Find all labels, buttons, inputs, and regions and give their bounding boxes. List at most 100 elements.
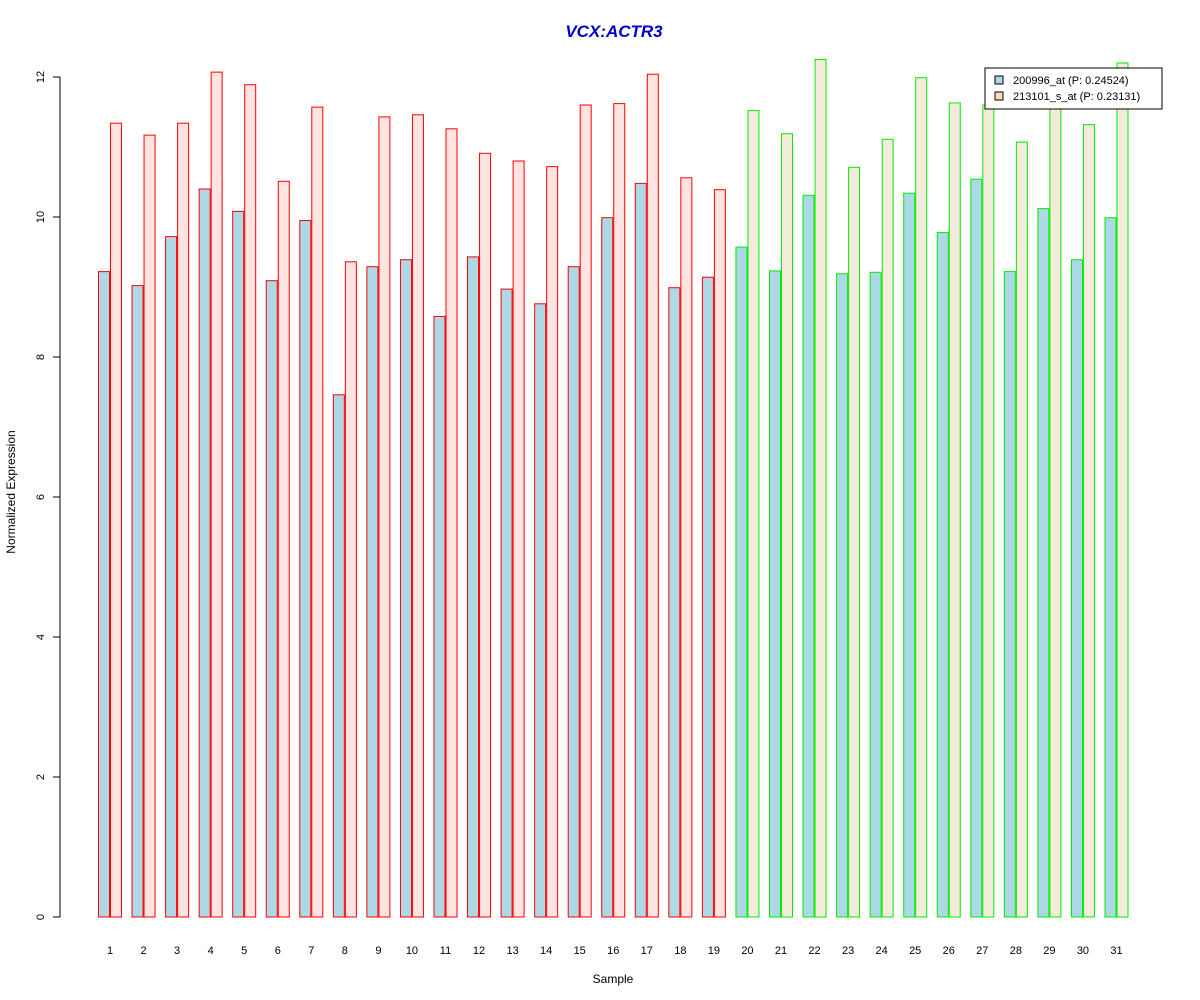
bar-213101_s_at (210, 71, 223, 918)
x-tick-label: 16 (607, 945, 619, 957)
legend: 200996_at (P: 0.24524) 213101_s_at (P: 0… (984, 67, 1163, 110)
y-axis-label: Normalized Expression (4, 430, 18, 553)
bar-200996_at (332, 394, 345, 918)
x-tick-label: 29 (1043, 945, 1055, 957)
x-tick-label: 27 (976, 945, 988, 957)
bar-213101_s_at (1116, 62, 1129, 918)
bar-213101_s_at (982, 104, 995, 918)
x-tick-label: 13 (506, 945, 518, 957)
bar-213101_s_at (1082, 124, 1095, 918)
chart-title: VCX:ACTR3 (565, 22, 663, 41)
x-tick-label: 7 (308, 945, 314, 957)
bar-200996_at (198, 188, 211, 918)
x-tick-label: 19 (708, 945, 720, 957)
bars-group (98, 59, 1129, 918)
bar-200996_at (1104, 217, 1117, 918)
bar-213101_s_at (948, 102, 961, 918)
x-tick-label: 3 (174, 945, 180, 957)
x-tick-label: 28 (1010, 945, 1022, 957)
bar-200996_at (232, 210, 245, 918)
bar-213101_s_at (110, 122, 122, 918)
x-tick-label: 9 (375, 945, 381, 957)
y-tick-label: 8 (35, 354, 47, 360)
x-tick-label: 24 (876, 945, 888, 957)
x-tick-label: 31 (1110, 945, 1122, 957)
bar-200996_at (534, 303, 547, 918)
bar-200996_at (265, 280, 278, 918)
y-tick-label: 12 (35, 71, 47, 83)
x-tick-label: 10 (406, 945, 418, 957)
bar-213101_s_at (244, 84, 257, 918)
bar-213101_s_at (512, 160, 525, 918)
bar-200996_at (500, 288, 513, 918)
x-tick-label: 14 (540, 945, 552, 957)
bar-200996_at (567, 266, 580, 918)
x-tick-label: 8 (342, 945, 348, 957)
bar-213101_s_at (814, 59, 827, 918)
bar-213101_s_at (713, 189, 726, 918)
x-axis-label: Sample (593, 972, 634, 986)
y-tick-label: 6 (35, 494, 47, 500)
legend-swatch-series-1 (994, 75, 1004, 85)
legend-swatch-series-2 (994, 91, 1004, 101)
bar-213101_s_at (546, 166, 559, 918)
y-tick-label: 4 (35, 634, 47, 640)
bar-200996_at (634, 182, 647, 918)
bar-213101_s_at (747, 110, 760, 918)
x-tick-label: 21 (775, 945, 787, 957)
bar-213101_s_at (680, 177, 693, 918)
legend-box (984, 67, 1163, 110)
bar-200996_at (366, 266, 379, 918)
x-tick-label: 22 (808, 945, 820, 957)
x-tick-label: 6 (275, 945, 281, 957)
x-tick-label: 15 (574, 945, 586, 957)
bar-200996_at (299, 220, 312, 918)
bar-213101_s_at (411, 114, 424, 918)
bar-200996_at (769, 270, 781, 918)
bar-200996_at (802, 194, 815, 918)
x-tick-label: 17 (641, 945, 653, 957)
x-tick-label: 2 (140, 945, 146, 957)
x-tick-label: 11 (440, 945, 451, 957)
bar-213101_s_at (177, 122, 190, 918)
bar-213101_s_at (311, 106, 324, 918)
bar-200996_at (1003, 271, 1016, 918)
x-tick-label: 1 (107, 945, 113, 957)
x-tick-label: 18 (674, 945, 686, 957)
bar-213101_s_at (848, 166, 861, 918)
x-tick-label: 20 (741, 945, 753, 957)
bar-213101_s_at (479, 152, 492, 918)
bar-200996_at (936, 231, 949, 918)
bar-200996_at (433, 315, 446, 918)
x-tick-label: 12 (473, 945, 485, 957)
x-tick-label: 23 (842, 945, 854, 957)
bar-213101_s_at (1049, 105, 1062, 918)
bar-213101_s_at (1015, 141, 1028, 918)
x-tick-label: 25 (909, 945, 921, 957)
y-tick-label: 0 (35, 914, 47, 920)
x-tick-label: 5 (241, 945, 247, 957)
bar-213101_s_at (143, 134, 156, 918)
bar-200996_at (869, 271, 882, 918)
bar-200996_at (601, 217, 614, 918)
bar-200996_at (701, 276, 714, 918)
bar-200996_at (1070, 259, 1083, 918)
bar-200996_at (836, 273, 849, 918)
bar-213101_s_at (378, 116, 391, 918)
legend-label-series-2: 213101_s_at (P: 0.23131) (1013, 91, 1140, 103)
legend-label-series-1: 200996_at (P: 0.24524) (1013, 75, 1129, 87)
bar-213101_s_at (781, 133, 793, 918)
bar-213101_s_at (579, 104, 592, 918)
x-tick-labels: 1 2 3 4 5 6 7 8 9 10 11 12 13 14 15 16 17 18 19 20 21 22 23 24 2… (107, 945, 1123, 957)
bar-213101_s_at (344, 261, 357, 918)
bar-213101_s_at (915, 77, 928, 918)
bar-200996_at (98, 271, 110, 918)
bar-213101_s_at (646, 73, 659, 918)
bar-200996_at (1037, 208, 1050, 918)
bar-200996_at (668, 287, 681, 918)
bar-200996_at (735, 246, 748, 918)
y-tick-label: 2 (35, 774, 47, 780)
bar-200996_at (399, 259, 412, 918)
bar-200996_at (131, 285, 144, 918)
